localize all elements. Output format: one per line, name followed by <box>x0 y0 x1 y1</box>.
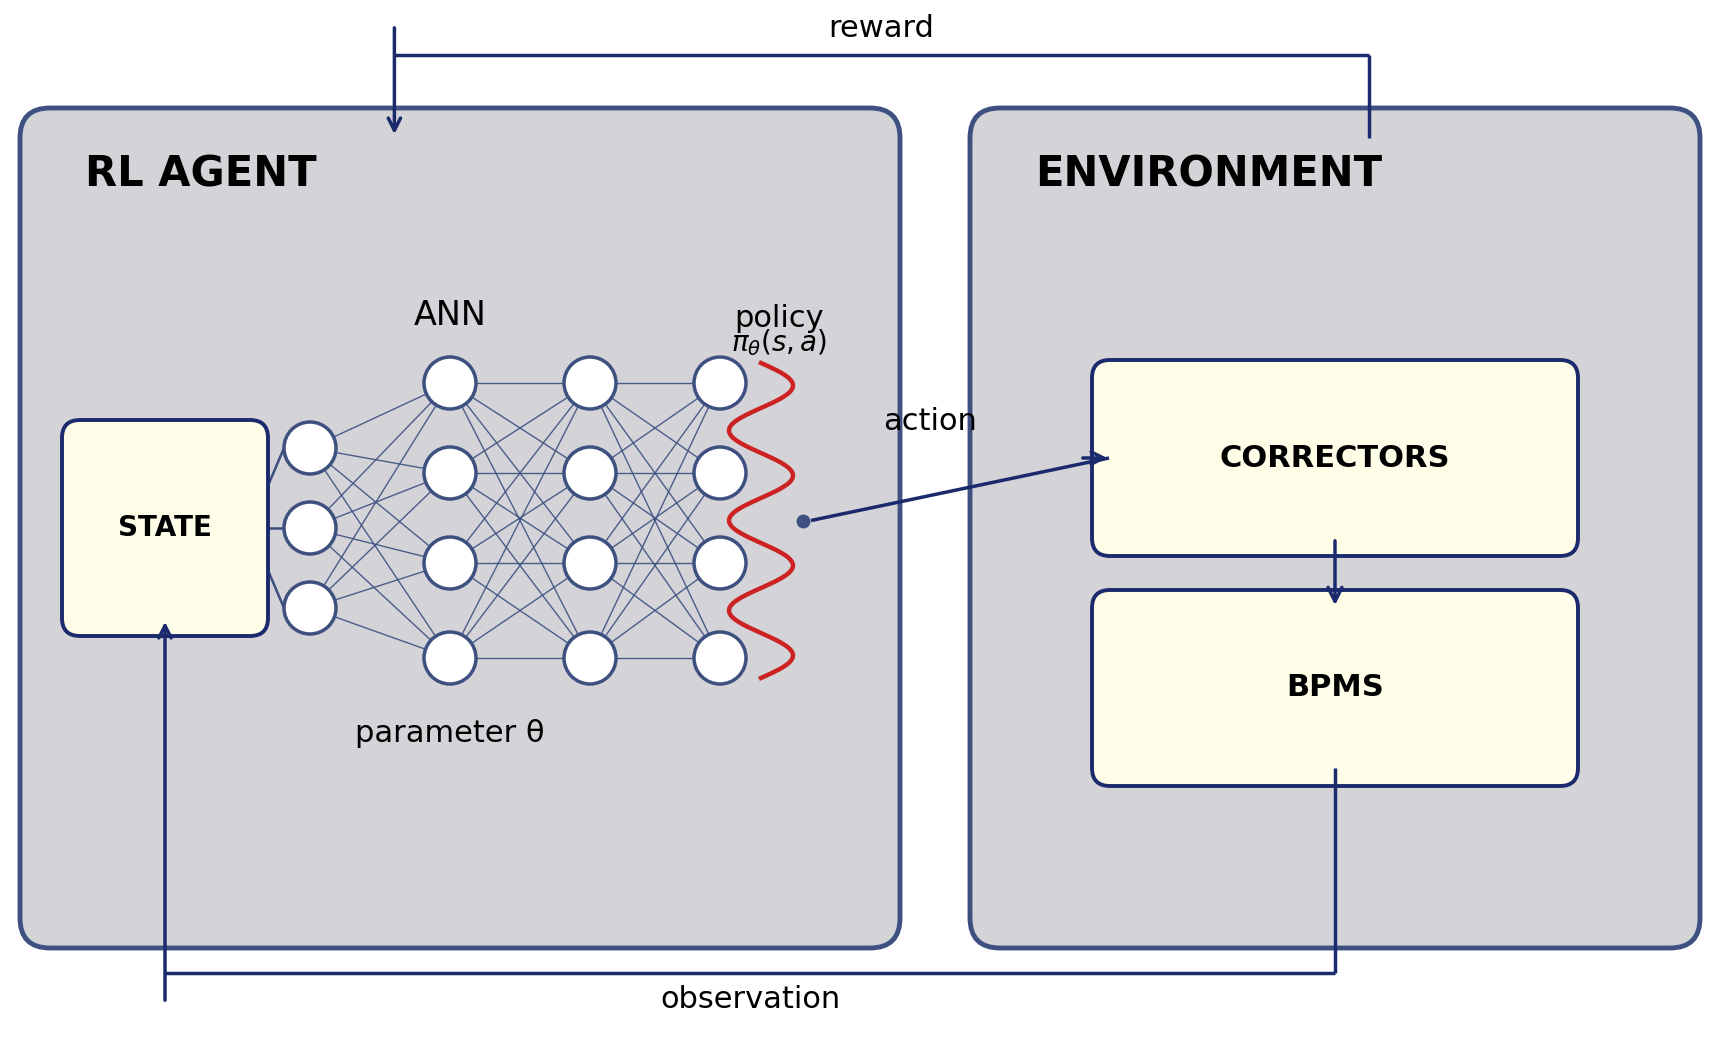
FancyBboxPatch shape <box>62 420 267 636</box>
Text: action: action <box>883 407 977 436</box>
Circle shape <box>423 632 476 684</box>
Circle shape <box>694 357 746 409</box>
Circle shape <box>564 447 615 499</box>
Text: ENVIRONMENT: ENVIRONMENT <box>1035 153 1381 195</box>
Circle shape <box>694 447 746 499</box>
Circle shape <box>423 357 476 409</box>
FancyBboxPatch shape <box>1092 590 1579 786</box>
Text: BPMS: BPMS <box>1286 674 1383 703</box>
FancyBboxPatch shape <box>970 108 1700 948</box>
Text: $\pi_{\theta}(s,a)$: $\pi_{\theta}(s,a)$ <box>730 327 828 358</box>
Circle shape <box>564 537 615 589</box>
Circle shape <box>564 357 615 409</box>
Text: ANN: ANN <box>413 299 487 332</box>
Text: reward: reward <box>828 13 934 43</box>
Text: parameter θ: parameter θ <box>355 719 545 748</box>
Circle shape <box>285 502 336 554</box>
Text: CORRECTORS: CORRECTORS <box>1220 443 1450 472</box>
Text: observation: observation <box>660 985 840 1014</box>
Text: STATE: STATE <box>118 514 213 542</box>
Circle shape <box>285 422 336 474</box>
Text: RL AGENT: RL AGENT <box>86 153 317 195</box>
FancyBboxPatch shape <box>21 108 900 948</box>
Circle shape <box>564 632 615 684</box>
Text: policy: policy <box>734 304 824 333</box>
Circle shape <box>694 537 746 589</box>
FancyBboxPatch shape <box>1092 360 1579 556</box>
Circle shape <box>694 632 746 684</box>
Circle shape <box>423 447 476 499</box>
Circle shape <box>285 582 336 634</box>
Circle shape <box>423 537 476 589</box>
